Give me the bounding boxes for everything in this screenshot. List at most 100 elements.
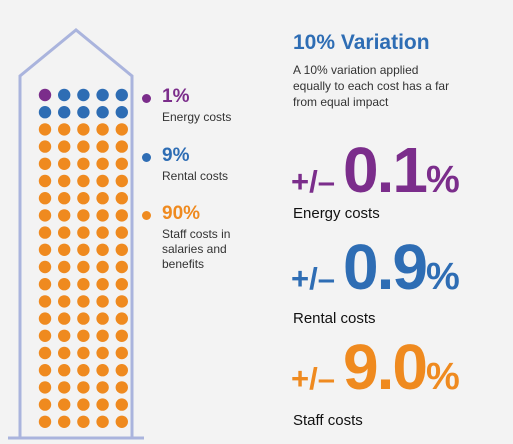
dot-staff bbox=[77, 364, 90, 377]
impact-energy-sign: +/– bbox=[291, 164, 335, 199]
legend-staff-dot bbox=[142, 211, 151, 220]
dot-staff bbox=[38, 415, 52, 428]
dot-staff bbox=[115, 209, 128, 222]
dot-rental bbox=[115, 106, 128, 119]
dot-staff bbox=[57, 209, 71, 222]
legend-staff-label-line-3: benefits bbox=[162, 257, 205, 271]
dot-staff bbox=[77, 381, 90, 394]
legend-staff-label: Staff costs in salaries and benefits bbox=[162, 227, 230, 272]
legend-rental-percent: 9% bbox=[162, 145, 190, 166]
impact-staff-sign: +/– bbox=[291, 361, 335, 396]
dot-staff bbox=[77, 312, 90, 325]
impact-rental: +/– 0.9% bbox=[291, 230, 460, 304]
dot-staff bbox=[115, 415, 128, 428]
subtext-line-3: from equal impact bbox=[293, 95, 389, 109]
dot-staff bbox=[115, 346, 128, 360]
dot-rental bbox=[96, 88, 109, 102]
dot-staff bbox=[96, 123, 109, 136]
impact-energy-unit: % bbox=[425, 159, 460, 201]
dot-staff bbox=[115, 364, 128, 377]
dot-staff bbox=[115, 140, 128, 153]
dot-staff bbox=[96, 174, 109, 188]
dot-staff bbox=[57, 140, 71, 153]
dot-staff bbox=[115, 157, 128, 170]
dot-staff bbox=[57, 278, 71, 291]
dot-rental bbox=[38, 106, 52, 119]
dot-staff bbox=[38, 329, 52, 342]
dot-staff bbox=[115, 329, 128, 342]
dot-staff bbox=[77, 209, 90, 222]
dot-staff bbox=[38, 278, 52, 291]
impact-rental-sign: +/– bbox=[291, 261, 335, 296]
dot-staff bbox=[96, 243, 109, 256]
dot-staff bbox=[96, 312, 109, 325]
dot-staff bbox=[115, 260, 128, 274]
dot-staff bbox=[115, 226, 128, 239]
dot-staff bbox=[96, 209, 109, 222]
impact-energy-value: 0.1 bbox=[342, 134, 428, 206]
dot-staff bbox=[115, 243, 128, 256]
legend-staff-label-line-2: salaries and bbox=[162, 242, 227, 256]
dot-staff bbox=[77, 278, 90, 291]
dot-staff bbox=[77, 260, 90, 274]
dot-staff bbox=[38, 243, 52, 256]
legend-energy-dot bbox=[142, 94, 151, 103]
dot-staff bbox=[77, 123, 90, 136]
dot-staff bbox=[57, 398, 71, 411]
dot-staff bbox=[96, 346, 109, 360]
dot-staff bbox=[38, 364, 52, 377]
dot-staff bbox=[57, 157, 71, 170]
dot-staff bbox=[38, 381, 52, 394]
dot-staff bbox=[57, 295, 71, 308]
variation-subtext: A 10% variation applied equally to each … bbox=[293, 62, 449, 110]
dot-rental bbox=[115, 88, 128, 102]
dot-staff bbox=[96, 398, 109, 411]
dot-energy bbox=[38, 88, 52, 102]
dot-staff bbox=[38, 295, 52, 308]
legend-energy-percent: 1% bbox=[162, 86, 190, 107]
impact-staff-value: 9.0 bbox=[342, 331, 428, 403]
dot-grid bbox=[38, 88, 128, 428]
dot-staff bbox=[38, 226, 52, 239]
subtext-line-2: equally to each cost has a far bbox=[293, 79, 450, 93]
legend-rental-label: Rental costs bbox=[162, 169, 229, 183]
legend-energy-label: Energy costs bbox=[162, 110, 232, 124]
dot-staff bbox=[77, 329, 90, 342]
dot-staff bbox=[96, 364, 109, 377]
dot-staff bbox=[38, 312, 52, 325]
impact-staff-unit: % bbox=[425, 356, 460, 398]
dot-staff bbox=[115, 381, 128, 394]
dot-staff bbox=[57, 312, 71, 325]
variation-heading: 10% Variation bbox=[293, 31, 430, 54]
legend-staff-label-line-1: Staff costs in bbox=[162, 227, 231, 241]
dot-staff bbox=[57, 174, 71, 188]
dot-staff bbox=[77, 415, 90, 428]
dot-rental bbox=[57, 106, 71, 119]
dot-staff bbox=[38, 140, 52, 153]
impact-staff-label: Staff costs bbox=[293, 412, 363, 429]
dot-staff bbox=[38, 157, 52, 170]
legend-staff-percent: 90% bbox=[162, 203, 201, 224]
building-outline bbox=[8, 28, 144, 440]
subtext-line-1: A 10% variation applied bbox=[293, 63, 419, 77]
dot-staff bbox=[38, 174, 52, 188]
dot-staff bbox=[57, 415, 71, 428]
impact-rental-label: Rental costs bbox=[293, 310, 376, 327]
dot-staff bbox=[77, 157, 90, 170]
dot-staff bbox=[57, 243, 71, 256]
dot-staff bbox=[96, 329, 109, 342]
impact-energy: +/– 0.1% bbox=[291, 133, 460, 207]
dot-rental bbox=[96, 106, 109, 119]
dot-staff bbox=[96, 140, 109, 153]
dot-staff bbox=[77, 140, 90, 153]
dot-rental bbox=[77, 106, 90, 119]
dot-staff bbox=[77, 226, 90, 239]
dot-staff bbox=[57, 346, 71, 360]
impact-rental-value: 0.9 bbox=[342, 231, 428, 303]
building-walls bbox=[18, 28, 134, 438]
dot-staff bbox=[77, 243, 90, 256]
dot-staff bbox=[96, 278, 109, 291]
dot-staff bbox=[77, 346, 90, 360]
dot-staff bbox=[57, 381, 71, 394]
